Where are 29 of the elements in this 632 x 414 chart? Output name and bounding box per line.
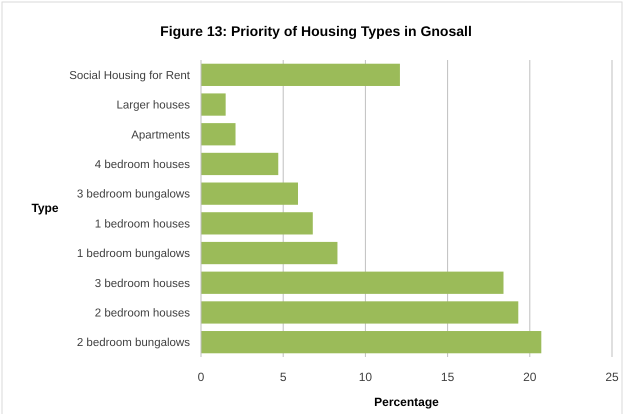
bar [201,301,518,324]
x-axis-title: Percentage [374,395,440,409]
bar [201,331,542,354]
bar [201,182,298,205]
y-tick-label: 4 bedroom houses [94,158,190,171]
bar [201,152,278,176]
bar [201,242,338,264]
y-tick-label: 2 bedroom bungalows [76,337,190,350]
bar [201,93,226,116]
y-tick-label: Apartments [131,129,190,142]
y-tick-label: 2 bedroom houses [94,307,190,320]
y-axis-title: Type [31,201,59,215]
y-tick-label: 1 bedroom houses [94,218,190,230]
x-tick-label: 0 [198,370,205,384]
y-tick-label: 1 bedroom bungalows [76,248,190,260]
bar [201,272,504,294]
y-tick-label: Social Housing for Rent [69,70,191,82]
bar [201,64,400,86]
x-tick-label: 15 [440,370,455,384]
y-tick-label: 3 bedroom houses [94,278,190,290]
x-tick-label: 10 [358,370,372,384]
bar [201,123,236,146]
x-tick-label: 5 [280,370,287,384]
x-tick-label: 20 [523,370,537,384]
y-tick-label: Larger houses [116,100,190,112]
x-tick-label: 25 [605,370,619,384]
bar [201,212,313,234]
chart-title: Figure 13: Priority of Housing Types in Gnosall [160,23,472,39]
y-tick-label: 3 bedroom bungalows [76,188,190,201]
